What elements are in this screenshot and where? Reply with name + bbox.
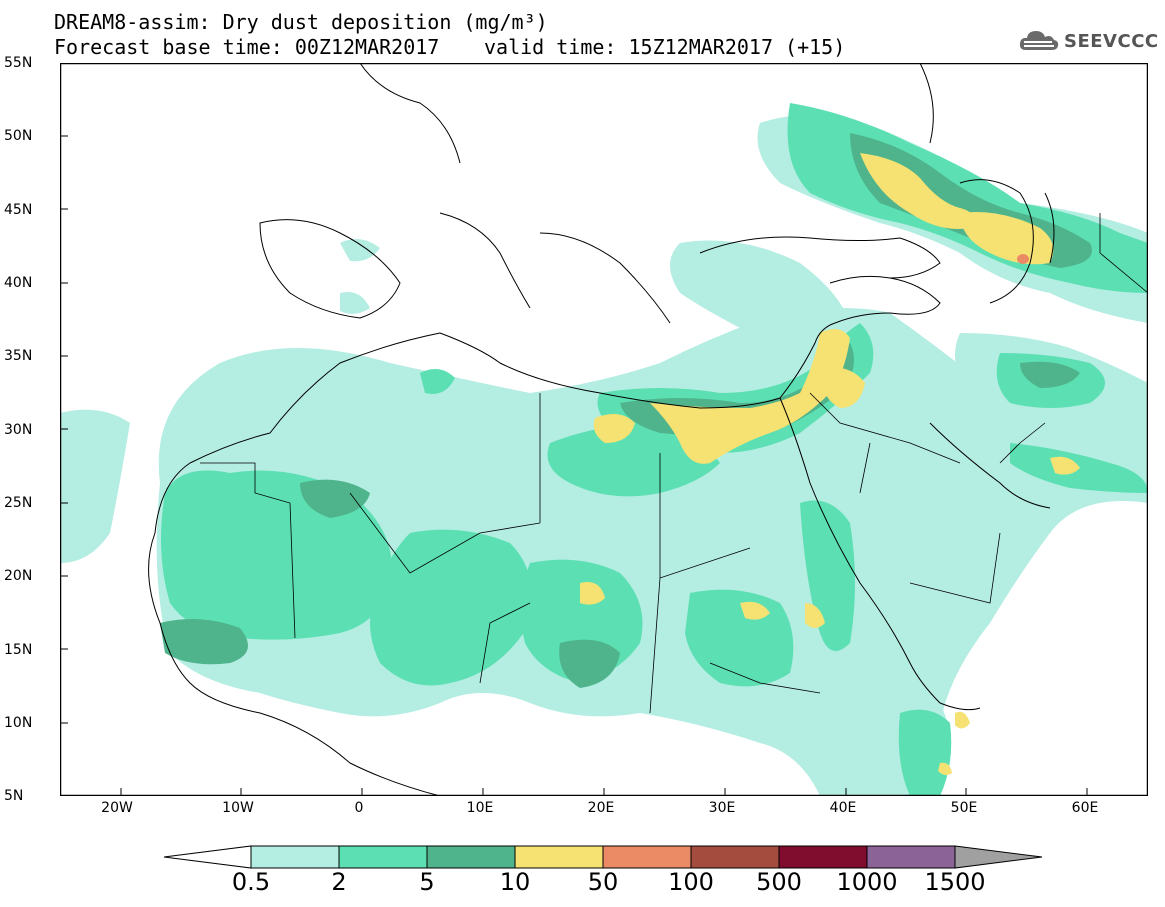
lon-label: 40E [829,800,857,816]
colorbar-swatch [426,845,516,869]
colorbar-label: 0.5 [231,868,271,896]
colorbar-swatch [250,845,340,869]
lon-label: 0 [354,800,364,816]
lat-label: 45N [4,202,33,218]
colorbar-swatch [778,845,868,869]
lat-label: 20N [4,568,33,584]
lon-label: 20W [101,800,133,816]
country-borders [200,213,1148,714]
lon-label: 30E [708,800,736,816]
colorbar-swatch [866,845,956,869]
lat-label: 5N [4,788,24,804]
map-title: DREAM8-assim: Dry dust deposition (mg/m³… [54,10,548,34]
lon-label: 60E [1071,800,1099,816]
colorbar-label: 500 [756,868,802,896]
lat-label: 35N [4,348,33,364]
colorbar-swatch [338,845,428,869]
lat-label: 10N [4,715,33,731]
lat-label: 40N [4,275,33,291]
logo-text: SEEVCCC [1064,30,1159,52]
forecast-base-time: Forecast base time: 00Z12MAR2017 [54,35,440,59]
colorbar-high-arrow [954,845,1043,869]
cloud-icon [1019,31,1059,50]
colorbar-swatch [514,845,604,869]
lat-label: 50N [4,128,33,144]
lon-label: 10W [222,800,254,816]
deposition-level-10 [580,153,1080,776]
colorbar-label: 10 [499,868,531,896]
colorbar-label: 100 [668,868,714,896]
lat-label: 55N [4,55,33,71]
colorbar-label: 2 [331,868,347,896]
lat-label: 15N [4,642,33,658]
colorbar [164,845,1043,869]
valid-time: valid time: 15Z12MAR2017 (+15) [484,35,846,59]
coastlines [148,63,1055,796]
lat-label: 30N [4,422,33,438]
colorbar-swatch [602,845,692,869]
colorbar-label: 1500 [924,868,986,896]
lon-label: 50E [950,800,978,816]
lat-label: 25N [4,495,33,511]
colorbar-label: 1000 [836,868,898,896]
lon-label: 10E [466,800,494,816]
colorbar-low-arrow [164,845,252,869]
dust-deposition-map [60,63,1148,796]
tick-marks [60,135,1088,796]
colorbar-label: 5 [419,868,435,896]
colorbar-label: 50 [587,868,619,896]
seevccc-logo: SEEVCCC [1018,28,1159,54]
lon-label: 20E [587,800,615,816]
colorbar-swatch [690,845,780,869]
deposition-level-50 [1017,254,1029,264]
